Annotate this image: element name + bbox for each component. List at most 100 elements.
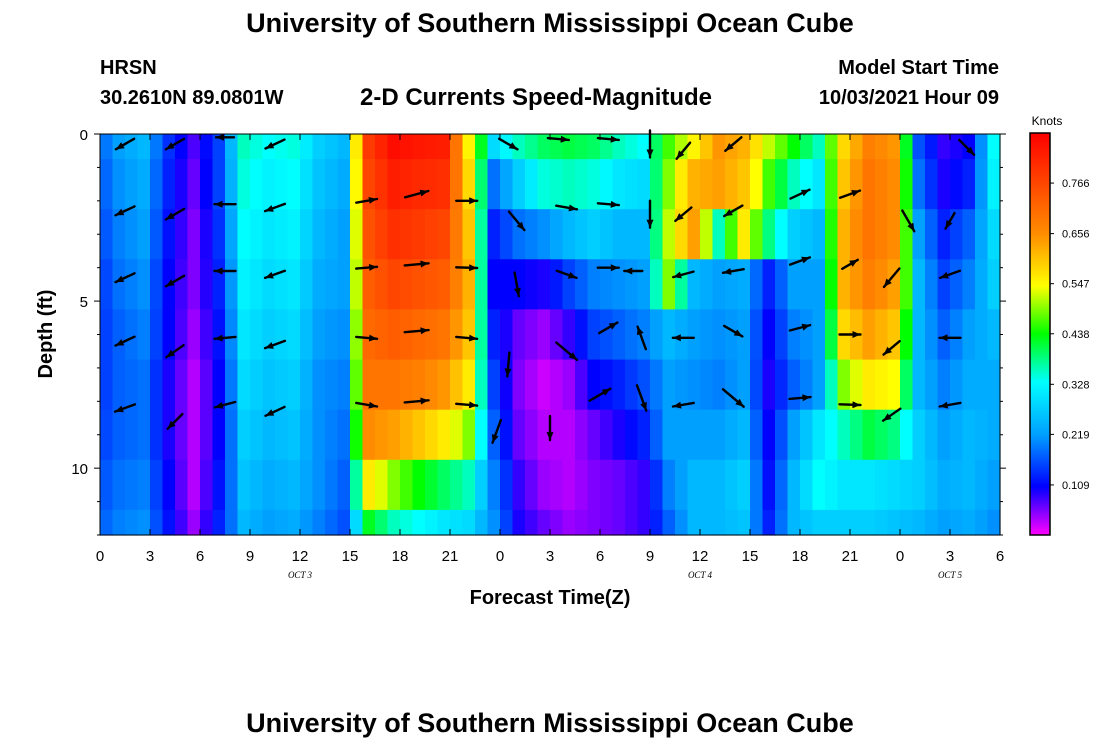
heatmap-cell [612,459,626,511]
heatmap-cell [612,409,626,461]
arrow-head [676,150,685,159]
heatmap-cell [750,459,764,511]
heatmap-cell [512,309,526,361]
heatmap-cell [625,459,639,511]
heatmap-cell [800,409,814,461]
heatmap-cell [150,259,164,310]
heatmap-cell [175,309,189,361]
arrow-head [801,256,810,264]
heatmap-cell [200,259,214,310]
heatmap-cell [700,359,714,411]
heatmap-cell [975,409,989,461]
heatmap-cell [200,134,214,160]
heatmap-cell [987,509,1001,536]
heatmap-cell [125,259,139,310]
current-arrow [881,407,902,422]
heatmap-cell [750,209,764,260]
heatmap-cell [412,134,426,160]
heatmap-cell [487,159,501,210]
arrow-head [508,142,518,150]
heatmap-cell [812,259,826,310]
heatmap-cell [175,209,189,260]
heatmap-cell [262,209,276,260]
heatmap-cell [250,159,264,210]
heatmap-cell [137,309,151,361]
heatmap-cell [325,259,339,310]
heatmap-cell [512,159,526,210]
heatmap-cell [825,359,839,411]
heatmap-cell [950,159,964,210]
y-axis-label: Depth (ft) [35,290,57,379]
arrow-head [568,352,577,360]
heatmap-cell [725,209,739,260]
heatmap-cell [225,134,239,160]
heatmap-cell [912,359,926,411]
heatmap-cell [200,309,214,361]
heatmap-cell [112,359,126,411]
arrow-head [849,259,858,267]
heatmap-cell [937,134,951,160]
heatmap-cell [300,359,314,411]
arrow-head [800,189,810,197]
heatmap-cell [412,159,426,210]
heatmap-cell [537,159,551,210]
arrow-head [165,279,175,287]
heatmap-cell [687,159,701,210]
heatmap-cell [962,409,976,461]
heatmap-cell [125,509,139,536]
heatmap-cell [825,259,839,310]
heatmap-cell [787,209,801,260]
heatmap-cell [812,209,826,260]
heatmap-cell [937,359,951,411]
heatmap-cell [825,459,839,511]
arrow-head [115,275,125,283]
heatmap-cell [950,359,964,411]
heatmap-cell [937,409,951,461]
heatmap-cell [700,509,714,536]
heatmap-cell [450,259,464,310]
arrow-head [945,220,953,229]
x-tick-label: 3 [546,548,554,565]
heatmap-cell [975,359,989,411]
heatmap-cell [787,159,801,210]
current-arrow [114,137,136,151]
heatmap-cell [312,459,326,511]
heatmap-cell [625,259,639,310]
current-arrow [214,133,236,141]
current-arrow [596,200,620,208]
heatmap-cell [425,359,439,411]
heatmap-cell [375,209,389,260]
heatmap-cell [525,159,539,210]
x-tick-label: 15 [342,548,359,565]
heatmap-cell [950,309,964,361]
heatmap-cell [900,359,914,411]
heatmap-cell [525,209,539,260]
heatmap-cell [287,309,301,361]
heatmap-cell [237,509,251,536]
heatmap-cell [537,509,551,536]
heatmap-cell [937,309,951,361]
heatmap-cell [550,259,564,310]
heatmap-cell [475,309,489,361]
arrow-head [368,264,378,271]
heatmap-cell [925,509,939,536]
x-tick-label: 21 [442,548,459,565]
heatmap-cell [525,359,539,411]
current-arrow [355,197,379,204]
heatmap-cell [762,259,776,310]
heatmap-cell [250,259,264,310]
day-label: OCT 4 [688,570,713,580]
heatmap-cell [925,209,939,260]
heatmap-cell [712,459,726,511]
current-arrow [491,418,502,444]
arrow-head [468,401,478,409]
heatmap-cell [787,309,801,361]
heatmap-cell [425,209,439,260]
heatmap-cell [225,209,239,260]
heatmap-cell [925,259,939,310]
heatmap-cell [850,259,864,310]
heatmap-cell [650,259,664,310]
heatmap-cell [212,209,226,260]
heatmap-cell [400,159,414,210]
heatmap-cell [512,259,526,310]
